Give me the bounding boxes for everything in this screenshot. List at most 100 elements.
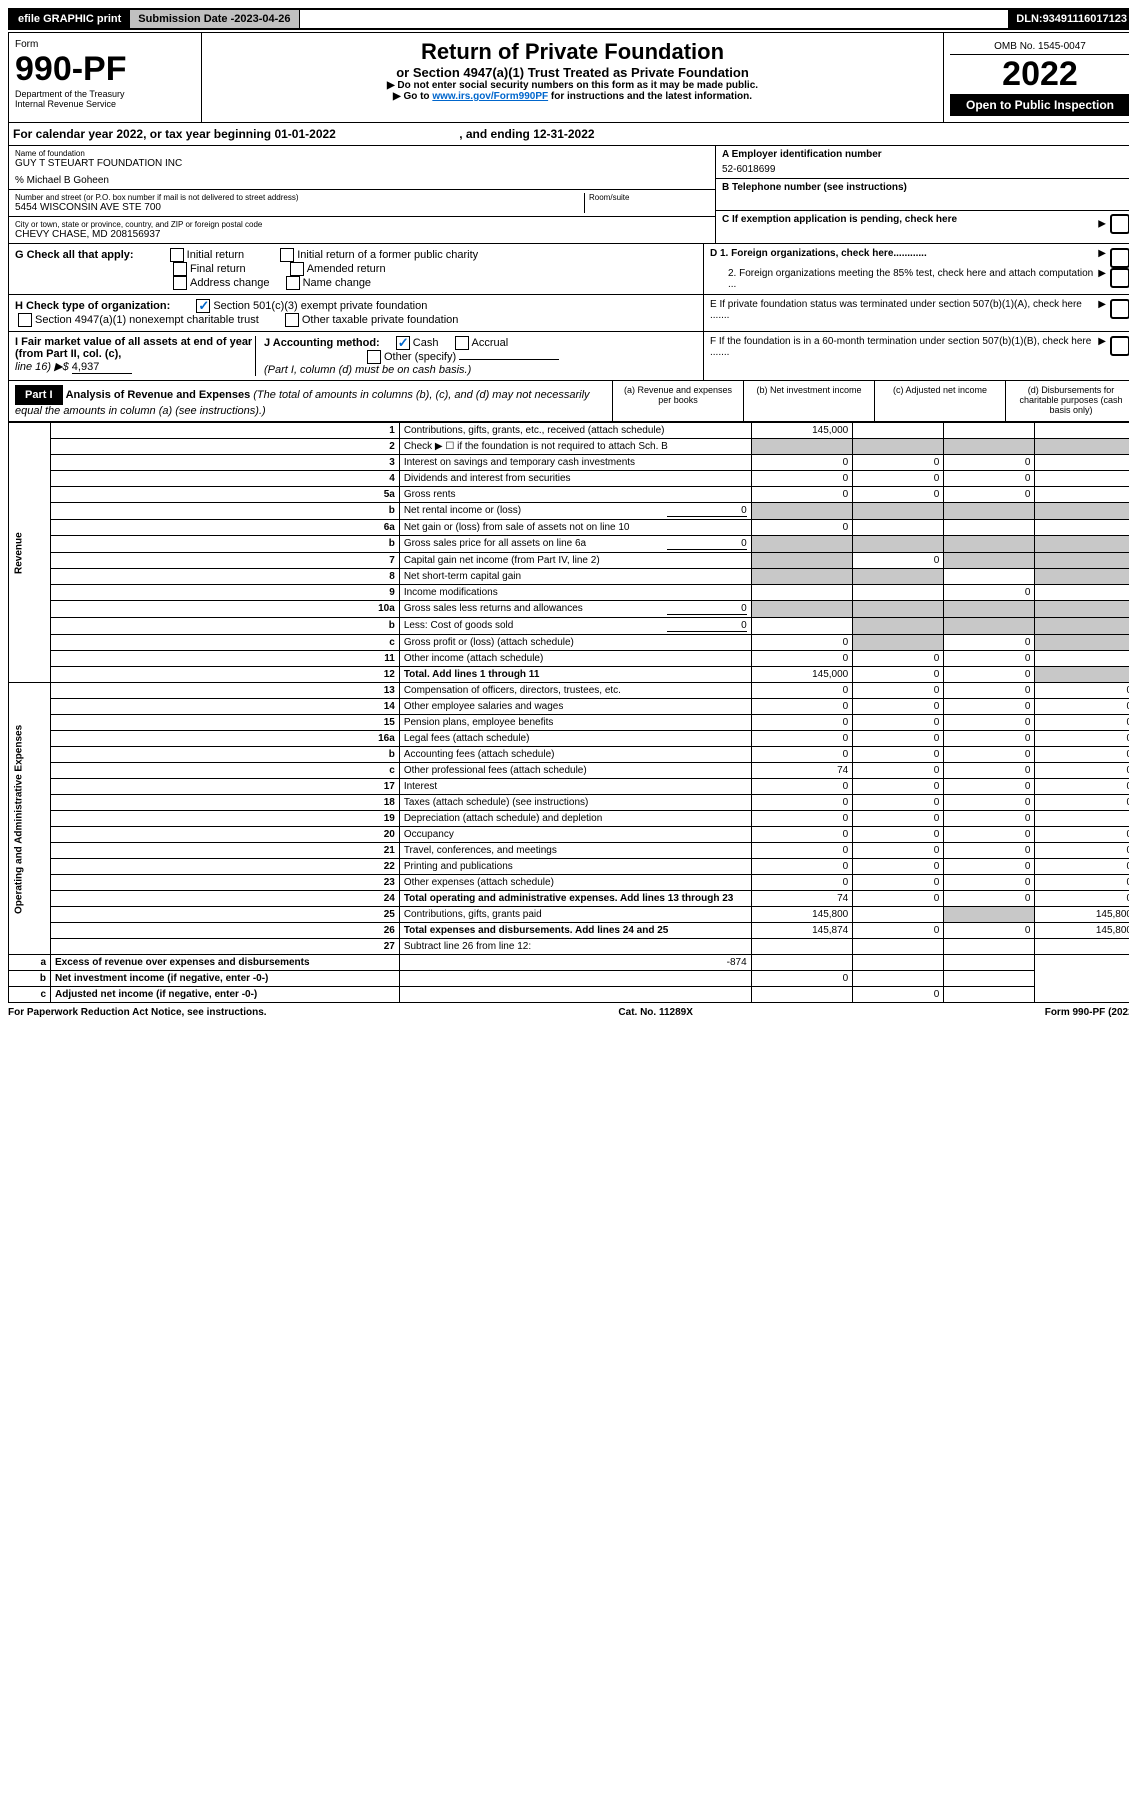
table-row: 17Interest0000 <box>9 779 1129 795</box>
form-link[interactable]: www.irs.gov/Form990PF <box>432 91 548 102</box>
amt-cell: 0 <box>944 923 1035 939</box>
h-other[interactable] <box>285 313 299 327</box>
d2-label: 2. Foreign organizations meeting the 85%… <box>710 268 1098 290</box>
amt-cell <box>944 971 1035 987</box>
amt-cell: 0 <box>944 651 1035 667</box>
amt-cell: -874 <box>399 955 751 971</box>
g-amended[interactable] <box>290 262 304 276</box>
amt-cell <box>944 553 1035 569</box>
e-label: E If private foundation status was termi… <box>710 299 1098 327</box>
line-desc: Taxes (attach schedule) (see instruction… <box>399 795 751 811</box>
phone-label: B Telephone number (see instructions) <box>722 182 1129 193</box>
table-row: 12Total. Add lines 1 through 11145,00000 <box>9 667 1129 683</box>
d2-checkbox[interactable] <box>1110 268 1129 288</box>
amt-cell: 0 <box>853 747 944 763</box>
part1-header: Part I Analysis of Revenue and Expenses … <box>8 381 1129 422</box>
amt-cell: 0 <box>751 471 853 487</box>
line-num: 21 <box>51 843 400 859</box>
line-num: 6a <box>51 520 400 536</box>
form-number: 990-PF <box>15 50 195 89</box>
g-initial-former[interactable] <box>280 248 294 262</box>
amt-cell: 0 <box>1035 731 1129 747</box>
org-info: Name of foundation GUY T STEUART FOUNDAT… <box>8 146 1129 244</box>
amt-cell <box>853 439 944 455</box>
line-num: c <box>51 635 400 651</box>
amt-cell: 0 <box>751 859 853 875</box>
table-row: 11Other income (attach schedule)000 <box>9 651 1129 667</box>
amt-cell: 0 <box>944 585 1035 601</box>
line-num: 1 <box>51 423 400 439</box>
amt-cell: 0 <box>944 667 1035 683</box>
amt-cell: 0 <box>853 471 944 487</box>
efile-badge: efile GRAPHIC print <box>10 10 130 28</box>
col-a-head: (a) Revenue and expenses per books <box>612 381 743 421</box>
amt-cell <box>751 503 853 520</box>
table-row: 19Depreciation (attach schedule) and dep… <box>9 811 1129 827</box>
h-501c3[interactable] <box>196 299 210 313</box>
j-other[interactable] <box>367 350 381 364</box>
f-checkbox[interactable] <box>1110 336 1129 356</box>
amt-cell <box>1035 487 1129 503</box>
line-desc: Net gain or (loss) from sale of assets n… <box>399 520 751 536</box>
amt-cell <box>751 601 853 618</box>
c-checkbox[interactable] <box>1110 214 1129 234</box>
amt-cell: 0 <box>1035 747 1129 763</box>
j-accrual[interactable] <box>455 336 469 350</box>
e-checkbox[interactable] <box>1110 299 1129 319</box>
g-name[interactable] <box>286 276 300 290</box>
line-desc: Net rental income or (loss) 0 <box>399 503 751 520</box>
line-desc: Interest on savings and temporary cash i… <box>399 455 751 471</box>
line-num: c <box>9 987 51 1003</box>
c-label: C If exemption application is pending, c… <box>722 214 1098 234</box>
line-desc: Capital gain net income (from Part IV, l… <box>399 553 751 569</box>
line-num: b <box>51 503 400 520</box>
table-row: bNet rental income or (loss) 0 <box>9 503 1129 520</box>
h-label: H Check type of organization: <box>15 300 170 312</box>
line-num: b <box>51 618 400 635</box>
line-desc: Net short-term capital gain <box>399 569 751 585</box>
amt-cell: 0 <box>1035 875 1129 891</box>
g-initial[interactable] <box>170 248 184 262</box>
amt-cell <box>944 536 1035 553</box>
line-desc: Compensation of officers, directors, tru… <box>399 683 751 699</box>
dln: DLN: 93491116017123 <box>1008 10 1129 28</box>
amt-cell: 0 <box>1035 763 1129 779</box>
line-num: 17 <box>51 779 400 795</box>
amt-cell: 0 <box>944 859 1035 875</box>
amt-cell: 0 <box>944 827 1035 843</box>
g-address[interactable] <box>173 276 187 290</box>
table-row: 14Other employee salaries and wages0000 <box>9 699 1129 715</box>
j-cash[interactable] <box>396 336 410 350</box>
addr-label: Number and street (or P.O. box number if… <box>15 193 584 202</box>
h-4947[interactable] <box>18 313 32 327</box>
col-b-head: (b) Net investment income <box>743 381 874 421</box>
amt-cell <box>1035 553 1129 569</box>
d1-checkbox[interactable] <box>1110 248 1129 268</box>
line-num: 20 <box>51 827 400 843</box>
form-subtitle: or Section 4947(a)(1) Trust Treated as P… <box>208 65 937 80</box>
amt-cell <box>853 618 944 635</box>
care-of: % Michael B Goheen <box>15 175 709 186</box>
amt-cell: 0 <box>751 827 853 843</box>
amt-cell <box>751 987 853 1003</box>
page-footer: For Paperwork Reduction Act Notice, see … <box>8 1003 1129 1022</box>
amt-cell <box>1035 811 1129 827</box>
amt-cell: 0 <box>853 699 944 715</box>
line-desc: Other income (attach schedule) <box>399 651 751 667</box>
amt-cell <box>751 939 853 955</box>
amt-cell: 0 <box>751 795 853 811</box>
amt-cell <box>1035 536 1129 553</box>
submission-date: Submission Date - 2023-04-26 <box>130 10 299 28</box>
g-final[interactable] <box>173 262 187 276</box>
amt-cell: 0 <box>1035 715 1129 731</box>
org-address: 5454 WISCONSIN AVE STE 700 <box>15 202 584 213</box>
amt-cell: 0 <box>751 455 853 471</box>
amt-cell: 0 <box>1035 859 1129 875</box>
col-c-head: (c) Adjusted net income <box>874 381 1005 421</box>
table-row: 2Check ▶ ☐ if the foundation is not requ… <box>9 439 1129 455</box>
amt-cell <box>1035 503 1129 520</box>
line-num: a <box>9 955 51 971</box>
calendar-year-row: For calendar year 2022, or tax year begi… <box>8 123 1129 146</box>
amt-cell: 0 <box>751 971 853 987</box>
amt-cell: 0 <box>751 731 853 747</box>
